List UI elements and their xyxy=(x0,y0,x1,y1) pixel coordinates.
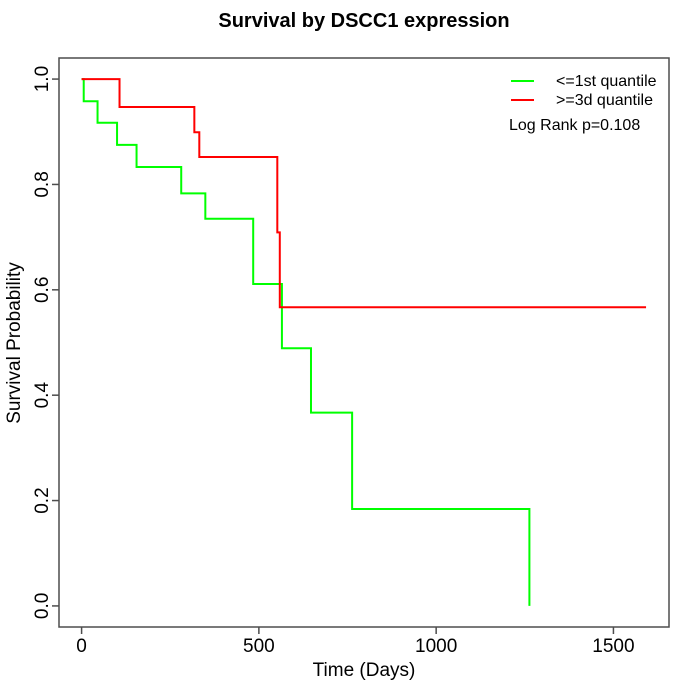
legend-label-high-expression: >=3d quantile xyxy=(556,92,653,109)
legend-label-low-expression: <=1st quantile xyxy=(556,73,657,90)
x-tick-label: 1000 xyxy=(415,636,457,657)
y-tick-label: 0.6 xyxy=(32,277,53,303)
x-tick-label: 500 xyxy=(243,636,275,657)
y-tick-label: 1.0 xyxy=(32,66,53,92)
survival-curve-low xyxy=(81,78,531,606)
log-rank-pvalue: Log Rank p=0.108 xyxy=(509,117,641,134)
x-tick-label: 0 xyxy=(76,636,87,657)
y-tick-label: 0.4 xyxy=(32,382,53,409)
chart-title: Survival by DSCC1 expression xyxy=(218,10,510,32)
y-axis-label: Survival Probability xyxy=(4,262,25,424)
plot-box xyxy=(58,57,670,628)
y-tick-label: 0.0 xyxy=(32,593,53,619)
x-axis-label: Time (Days) xyxy=(312,660,416,681)
y-tick-label: 0.8 xyxy=(32,171,53,197)
x-tick-label: 1500 xyxy=(592,636,634,657)
survival-curve-high xyxy=(81,78,647,309)
y-tick-label: 0.2 xyxy=(32,487,53,513)
